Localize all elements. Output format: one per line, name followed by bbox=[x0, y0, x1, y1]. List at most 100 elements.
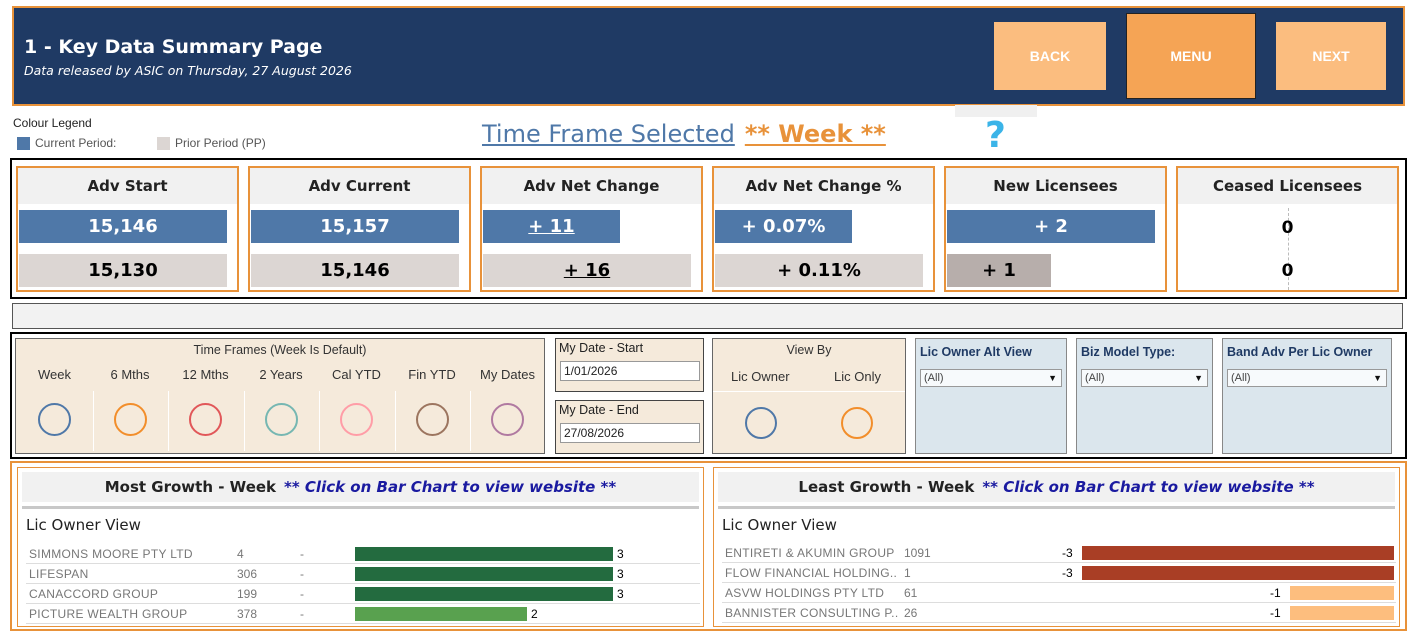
legend-current-label: Current Period: bbox=[35, 136, 117, 150]
most-growth-note: ** Click on Bar Chart to view website ** bbox=[284, 478, 617, 496]
most-growth-row: PICTURE WEALTH GROUP 378 - 2 bbox=[26, 604, 700, 624]
back-button[interactable]: BACK bbox=[994, 22, 1106, 90]
time-frame-option-6-mths: 6 Mths bbox=[93, 365, 168, 453]
band-adv-per-lic-owner-filter: Band Adv Per Lic Owner (All) ▼ bbox=[1222, 338, 1392, 454]
time-frame-option-fin-ytd: Fin YTD bbox=[395, 365, 470, 453]
kpi-card-4: New Licensees + 2 + 1 bbox=[944, 166, 1167, 292]
kpi-card-title: New Licensees bbox=[946, 168, 1165, 204]
growth-bar-value: -1 bbox=[1270, 586, 1281, 600]
kpi-current-value[interactable]: + 0.07% bbox=[715, 210, 852, 243]
menu-button[interactable]: MENU bbox=[1126, 13, 1256, 99]
growth-bar-value: -3 bbox=[1062, 566, 1073, 580]
time-frame-option-label: Week bbox=[38, 367, 71, 382]
view-by-lic-owner-radio[interactable] bbox=[745, 407, 777, 439]
least-growth-note: ** Click on Bar Chart to view website ** bbox=[982, 478, 1315, 496]
next-button[interactable]: NEXT bbox=[1276, 22, 1386, 90]
lic-owner-alt-view-filter: Lic Owner Alt View (All) ▼ bbox=[915, 338, 1067, 454]
growth-bar[interactable] bbox=[1082, 566, 1394, 580]
row-dash: - bbox=[300, 587, 304, 601]
kpi-current-value[interactable]: 15,146 bbox=[19, 210, 227, 243]
time-frame-option-label: Fin YTD bbox=[408, 367, 456, 382]
row-adviser-count: 378 bbox=[237, 607, 258, 621]
view-by-lic-owner-label: Lic Owner bbox=[731, 369, 790, 384]
most-growth-row: CANACCORD GROUP 199 - 3 bbox=[26, 584, 700, 604]
view-by-title: View By bbox=[786, 343, 832, 357]
growth-bar-value: -3 bbox=[1062, 546, 1073, 560]
my-date-end-input[interactable]: 27/08/2026 bbox=[560, 423, 700, 443]
filter-frame bbox=[10, 332, 1407, 459]
legend-prior-label: Prior Period (PP) bbox=[175, 136, 266, 150]
biz-model-type-value: (All) bbox=[1085, 372, 1105, 384]
least-growth-row: BANNISTER CONSULTING P.. 26 -1 bbox=[722, 603, 1396, 623]
help-icon[interactable]: ? bbox=[985, 115, 1006, 156]
time-frames-panel: Time Frames (Week Is Default) Week 6 Mths… bbox=[15, 338, 545, 454]
chevron-down-icon: ▼ bbox=[1373, 373, 1382, 383]
time-frame-radio[interactable] bbox=[491, 403, 524, 436]
least-growth-row: FLOW FINANCIAL HOLDING.. 1 -3 bbox=[722, 563, 1396, 583]
growth-bar-value: 3 bbox=[617, 587, 624, 601]
kpi-current-value[interactable]: 15,157 bbox=[251, 210, 459, 243]
time-frame-radio[interactable] bbox=[340, 403, 373, 436]
kpi-card-2: Adv Net Change + 11 + 16 bbox=[480, 166, 703, 292]
least-growth-row: ASVW HOLDINGS PTY LTD 61 -1 bbox=[722, 583, 1396, 603]
lic-owner-alt-view-title: Lic Owner Alt View bbox=[920, 345, 1032, 359]
time-frame-selected-label: Time Frame Selected bbox=[482, 120, 735, 148]
least-growth-separator bbox=[718, 506, 1395, 509]
row-dash: - bbox=[300, 547, 304, 561]
row-adviser-count: 1091 bbox=[904, 546, 931, 560]
kpi-current-value[interactable]: + 11 bbox=[483, 210, 620, 243]
time-frame-option-label: Cal YTD bbox=[332, 367, 381, 382]
most-growth-separator bbox=[22, 506, 699, 509]
view-by-lic-only-radio[interactable] bbox=[841, 407, 873, 439]
growth-bar[interactable] bbox=[1290, 606, 1394, 620]
my-date-start-label: My Date - Start bbox=[559, 341, 644, 355]
time-frame-radio[interactable] bbox=[113, 403, 147, 436]
row-adviser-count: 26 bbox=[904, 606, 918, 620]
time-frame-radio[interactable] bbox=[189, 403, 222, 436]
time-frame-option-2-years: 2 Years bbox=[244, 365, 319, 453]
view-by-panel: View By Lic Owner Lic Only bbox=[712, 338, 906, 454]
row-lic-owner-name: FLOW FINANCIAL HOLDING.. bbox=[725, 566, 898, 580]
growth-bar[interactable] bbox=[355, 547, 613, 561]
growth-bar[interactable] bbox=[355, 567, 613, 581]
kpi-current-value[interactable]: + 2 bbox=[947, 210, 1155, 243]
biz-model-type-select[interactable]: (All) ▼ bbox=[1081, 369, 1208, 387]
time-frame-radio[interactable] bbox=[38, 403, 71, 436]
row-adviser-count: 4 bbox=[237, 547, 244, 561]
time-frame-option-week: Week bbox=[17, 365, 92, 453]
band-adv-per-lic-owner-select[interactable]: (All) ▼ bbox=[1227, 369, 1387, 387]
page-subtitle: Data released by ASIC on Thursday, 27 Au… bbox=[24, 63, 352, 78]
time-frame-selected-value: ** Week ** bbox=[744, 120, 886, 148]
growth-bar[interactable] bbox=[355, 607, 527, 621]
legend-current-swatch bbox=[17, 137, 30, 150]
row-dash: - bbox=[300, 567, 304, 581]
growth-bar-value: 2 bbox=[531, 607, 538, 621]
kpi-prior-value[interactable]: + 1 bbox=[947, 254, 1051, 287]
growth-bar[interactable] bbox=[1082, 546, 1394, 560]
kpi-prior-value: 0 bbox=[1281, 261, 1294, 281]
lic-owner-alt-view-select[interactable]: (All) ▼ bbox=[920, 369, 1062, 387]
kpi-card-3: Adv Net Change % + 0.07% + 0.11% bbox=[712, 166, 935, 292]
kpi-prior-value[interactable]: + 0.11% bbox=[715, 254, 923, 287]
growth-bar[interactable] bbox=[1290, 586, 1394, 600]
kpi-prior-value[interactable]: + 16 bbox=[483, 254, 691, 287]
time-frame-radio[interactable] bbox=[415, 403, 449, 436]
view-by-lic-only-label: Lic Only bbox=[834, 369, 881, 384]
growth-bar[interactable] bbox=[355, 587, 613, 601]
growth-bar-value: 3 bbox=[617, 567, 624, 581]
growth-bar-value: 3 bbox=[617, 547, 624, 561]
kpi-prior-value[interactable]: 15,146 bbox=[251, 254, 459, 287]
kpi-card-1: Adv Current 15,157 15,146 bbox=[248, 166, 471, 292]
least-growth-row: ENTIRETI & AKUMIN GROUP 1091 -3 bbox=[722, 543, 1396, 563]
my-date-start-panel: My Date - Start 1/01/2026 bbox=[555, 338, 704, 392]
growth-bar-value: -1 bbox=[1270, 606, 1281, 620]
time-frame-selected: Time Frame Selected ** Week ** bbox=[482, 120, 886, 148]
row-lic-owner-name: SIMMONS MOORE PTY LTD bbox=[29, 547, 193, 561]
time-frame-radio[interactable] bbox=[264, 403, 298, 436]
kpi-prior-value[interactable]: 15,130 bbox=[19, 254, 227, 287]
most-growth-panel: Most Growth - Week ** Click on Bar Chart… bbox=[17, 467, 704, 627]
least-growth-view-label: Lic Owner View bbox=[722, 516, 837, 534]
time-frame-separator bbox=[243, 391, 245, 451]
my-date-start-input[interactable]: 1/01/2026 bbox=[560, 361, 700, 381]
least-growth-header: Least Growth - Week ** Click on Bar Char… bbox=[718, 472, 1395, 502]
